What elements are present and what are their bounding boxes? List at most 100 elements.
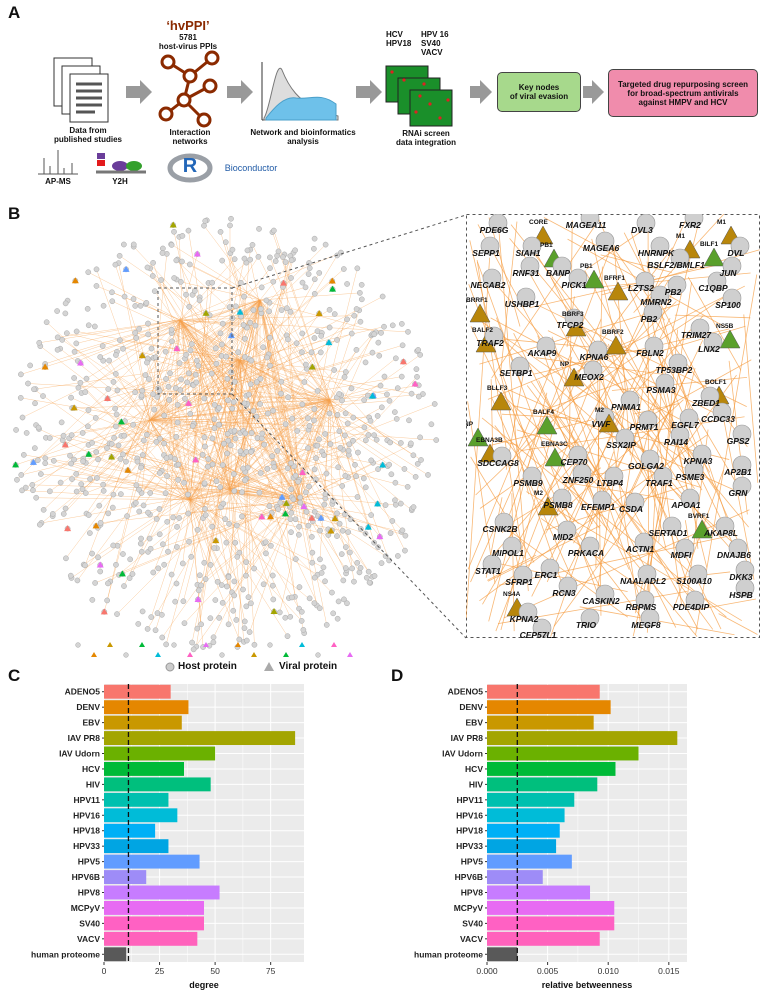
host-protein-node xyxy=(690,318,710,338)
y-tick-label: VACV xyxy=(460,934,483,944)
zoom-gene-label: EGFL7 xyxy=(671,420,700,430)
host-protein-node xyxy=(625,492,645,512)
x-tick-label: 0.005 xyxy=(537,966,559,976)
zoom-viral-label: BBRF2 xyxy=(602,329,624,336)
zoom-gene-label: LZTS2 xyxy=(628,283,654,293)
zoom-gene-label: VWF xyxy=(592,419,612,429)
bar xyxy=(487,808,565,823)
zoom-gene-label: CSDA xyxy=(619,504,643,514)
zoom-viral-label: M2 xyxy=(534,490,543,497)
host-protein-node xyxy=(484,326,504,346)
host-protein-node xyxy=(732,476,752,496)
zoom-gene-label: PNMA1 xyxy=(611,402,641,412)
zoom-gene-label: S100A10 xyxy=(676,576,712,586)
host-protein-node xyxy=(643,302,663,322)
host-protein-node xyxy=(730,236,750,256)
x-tick-label: 0.010 xyxy=(598,966,620,976)
host-protein-node xyxy=(480,236,500,256)
bar xyxy=(487,870,543,885)
y2h-label: Y2H xyxy=(112,177,128,186)
zoom-gene-label: GRN xyxy=(729,488,749,498)
host-protein-node xyxy=(684,460,704,480)
rnai-viruses-right: HPV 16 SV40 VACV xyxy=(421,30,449,57)
bar xyxy=(487,700,611,715)
x-tick-label: 0.015 xyxy=(658,966,680,976)
y-tick-label: HIV xyxy=(469,779,484,789)
x-tick-label: 50 xyxy=(210,966,220,976)
zoom-gene-label: KPNA2 xyxy=(510,614,539,624)
bar xyxy=(104,684,171,699)
bar xyxy=(104,715,182,730)
zoom-gene-label: KPNA6 xyxy=(580,352,609,362)
host-protein-node xyxy=(558,576,578,596)
zoom-gene-label: AKAP9 xyxy=(527,348,557,358)
y-tick-label: ADENO5 xyxy=(448,687,484,697)
zoom-gene-label: SEPP1 xyxy=(472,248,500,258)
zoom-gene-label: TRIM27 xyxy=(681,330,713,340)
key-nodes-label: Key nodes of viral evasion xyxy=(509,83,569,101)
zoom-nodes xyxy=(467,214,755,638)
host-protein-node xyxy=(572,463,592,483)
host-protein-node xyxy=(640,449,660,469)
host-protein-node xyxy=(670,425,690,445)
host-protein-node xyxy=(564,308,584,328)
viral-protein-node xyxy=(703,247,725,267)
data-label: Data from published studies xyxy=(53,126,122,144)
rnai-viruses-left: HCV HPV18 xyxy=(386,30,412,48)
r-logo-icon xyxy=(167,153,213,183)
viral-protein-node xyxy=(607,281,629,301)
y-tick-label: HPV33 xyxy=(73,841,100,851)
zoom-gene-label: RNF31 xyxy=(513,268,540,278)
bar xyxy=(487,715,594,730)
panel-label-d: D xyxy=(391,666,404,685)
zoom-gene-label: DKK3 xyxy=(729,572,752,582)
zoom-gene-label: BSLF2/BMLF1 xyxy=(647,260,705,270)
bar xyxy=(104,746,216,761)
interaction-network-icon xyxy=(158,50,220,128)
zoom-viral-label: BLLF3 xyxy=(487,385,508,392)
zoom-viral-label: EBNA3B xyxy=(476,437,503,444)
targeted-screen-box: Targeted drug repurposing screen for bro… xyxy=(608,69,758,117)
network-analysis-label: Network and bioinformatics analysis xyxy=(250,128,356,146)
bar xyxy=(104,916,204,931)
bar xyxy=(104,700,189,715)
y-tick-label: IAV PR8 xyxy=(68,733,101,743)
network-legend xyxy=(165,662,274,672)
x-axis-label: degree xyxy=(189,980,219,990)
y-tick-label: SV40 xyxy=(462,918,483,928)
r-logo-text: R xyxy=(182,155,198,177)
rnai-label: RNAi screen data integration xyxy=(395,129,456,147)
bar xyxy=(104,839,169,854)
bar xyxy=(104,761,184,776)
host-protein-node xyxy=(568,445,588,465)
zoom-viral-label: NP xyxy=(466,421,474,428)
host-protein-node xyxy=(615,428,635,448)
targeted-screen-label: Targeted drug repurposing screen for bro… xyxy=(617,79,749,107)
host-protein-node xyxy=(518,602,538,622)
zoom-viral-label: CORE xyxy=(529,219,548,226)
zoom-viral-label: NS5B xyxy=(716,323,734,330)
y-tick-label: HPV6B xyxy=(72,872,100,882)
zoom-gene-label: SP100 xyxy=(715,300,741,310)
y-tick-label: HPV16 xyxy=(73,810,100,820)
viral-protein-node xyxy=(536,415,558,435)
zoom-gene-label: RAI14 xyxy=(664,437,688,447)
zoom-gene-label: MMRN2 xyxy=(640,297,671,307)
zoom-gene-label: MID2 xyxy=(553,532,574,542)
host-protein-node xyxy=(520,256,540,276)
host-protein-node xyxy=(510,356,530,376)
host-protein-node xyxy=(707,271,727,291)
host-protein-node xyxy=(636,214,656,233)
host-protein-node xyxy=(482,554,502,574)
host-protein-node xyxy=(492,446,512,466)
zoom-viral-label: NP xyxy=(560,361,570,368)
zoom-gene-label: CSNK2B xyxy=(483,524,518,534)
y-tick-label: HPV5 xyxy=(461,857,483,867)
y-tick-label: HPV18 xyxy=(73,826,100,836)
host-protein-node xyxy=(650,285,670,305)
y-tick-label: SV40 xyxy=(79,918,100,928)
zoom-gene-label: CCDC33 xyxy=(701,414,735,424)
bar xyxy=(487,947,518,962)
